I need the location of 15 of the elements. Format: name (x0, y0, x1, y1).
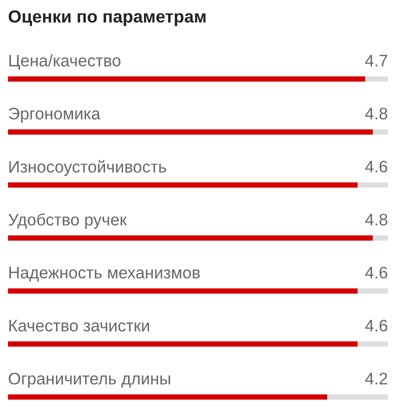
chart-title: Оценки по параметрам (8, 10, 206, 26)
data-label: 4.6 (365, 160, 388, 173)
y-tick-label: Цена/качество (9, 54, 120, 70)
y-tick-label: Износоустойчивость (9, 160, 166, 176)
y-tick-label: Удобство ручек (8, 213, 127, 229)
data-label: 4.6 (365, 266, 388, 279)
data-label: 4.7 (365, 54, 388, 66)
y-tick-label: Эргономика (8, 108, 100, 123)
data-label: 4.2 (365, 372, 388, 384)
y-tick-label: Надежность механизмов (9, 266, 200, 282)
data-label: 4.8 (365, 108, 388, 120)
y-tick-label: Качество зачистки (9, 320, 150, 332)
data-label: 4.6 (365, 320, 388, 332)
y-tick-label: Ограничитель длины (8, 372, 170, 388)
data-label: 4.8 (365, 214, 388, 226)
